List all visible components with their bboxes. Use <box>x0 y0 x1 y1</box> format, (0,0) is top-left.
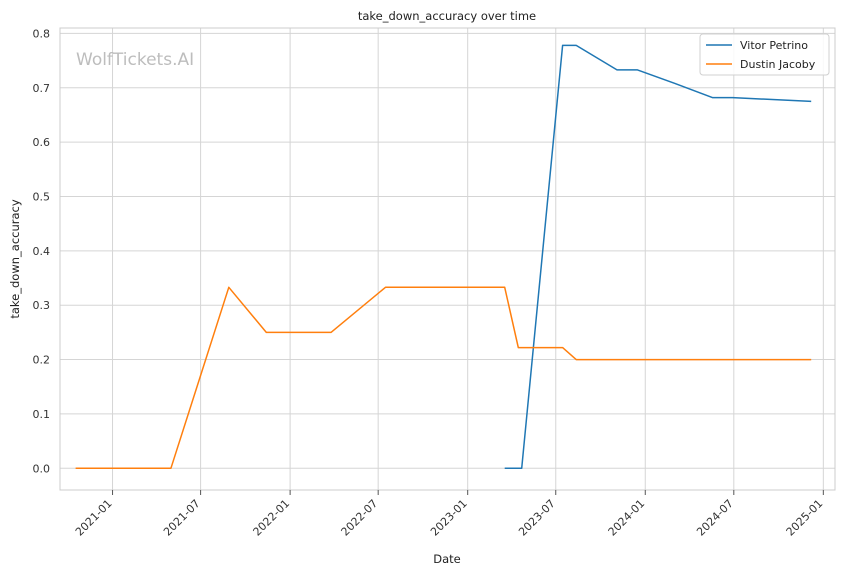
y-tick-label: 0.4 <box>33 245 51 258</box>
legend-label-dustin-jacoby: Dustin Jacoby <box>740 58 816 71</box>
watermark: WolfTickets.AI <box>76 50 194 70</box>
x-axis-title: Date <box>433 552 461 566</box>
legend: Vitor Petrino Dustin Jacoby <box>699 33 830 76</box>
y-tick-label: 0.7 <box>33 82 51 95</box>
series-layer <box>75 44 812 470</box>
y-tick-label: 0.3 <box>33 299 51 312</box>
y-tick-label: 0.8 <box>33 27 51 40</box>
y-tick-label: 0.6 <box>33 136 51 149</box>
series-line-dustin-jacoby <box>75 286 812 470</box>
y-axis-title: take_down_accuracy <box>8 199 22 318</box>
legend-box <box>699 33 830 76</box>
series-line-vitor-petrino <box>504 44 812 470</box>
legend-label-vitor-petrino: Vitor Petrino <box>740 39 808 52</box>
y-axis: 0.0 0.1 0.2 0.3 0.4 0.5 0.6 0.7 0.8 <box>33 27 51 475</box>
chart-title: take_down_accuracy over time <box>358 9 536 23</box>
y-tick-label: 0.2 <box>33 354 51 367</box>
y-tick-label: 0.0 <box>33 462 51 475</box>
plot-area <box>59 27 836 491</box>
y-tick-label: 0.1 <box>33 408 51 421</box>
y-tick-label: 0.5 <box>33 190 51 203</box>
grid-lines <box>60 28 835 490</box>
